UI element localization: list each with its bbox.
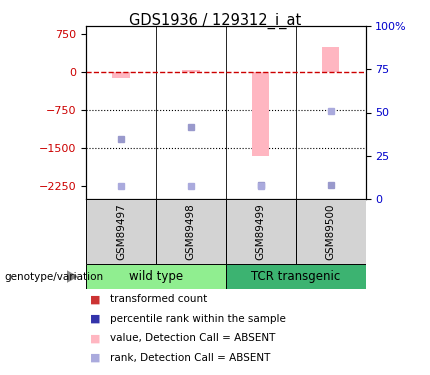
Bar	[182, 70, 200, 72]
Bar	[156, 199, 226, 264]
Text: transformed count: transformed count	[110, 294, 207, 304]
Text: value, Detection Call = ABSENT: value, Detection Call = ABSENT	[110, 333, 275, 343]
Bar	[226, 264, 366, 289]
Text: GSM89500: GSM89500	[326, 203, 335, 260]
Bar	[296, 199, 366, 264]
Text: ■: ■	[90, 294, 101, 304]
Text: GSM89499: GSM89499	[256, 203, 266, 260]
Text: GSM89498: GSM89498	[186, 203, 196, 260]
Bar	[322, 46, 339, 72]
Bar	[86, 264, 226, 289]
Text: GDS1936 / 129312_i_at: GDS1936 / 129312_i_at	[129, 13, 301, 29]
Text: ■: ■	[90, 333, 101, 343]
Bar	[252, 72, 270, 156]
Text: ■: ■	[90, 353, 101, 363]
Text: rank, Detection Call = ABSENT: rank, Detection Call = ABSENT	[110, 353, 270, 363]
Bar	[226, 199, 296, 264]
Text: percentile rank within the sample: percentile rank within the sample	[110, 314, 286, 324]
Text: TCR transgenic: TCR transgenic	[251, 270, 340, 283]
Text: GSM89497: GSM89497	[116, 203, 126, 260]
Polygon shape	[67, 270, 78, 283]
Bar	[112, 72, 130, 78]
Text: ■: ■	[90, 314, 101, 324]
Text: wild type: wild type	[129, 270, 183, 283]
Text: genotype/variation: genotype/variation	[4, 272, 104, 282]
Bar	[86, 199, 156, 264]
